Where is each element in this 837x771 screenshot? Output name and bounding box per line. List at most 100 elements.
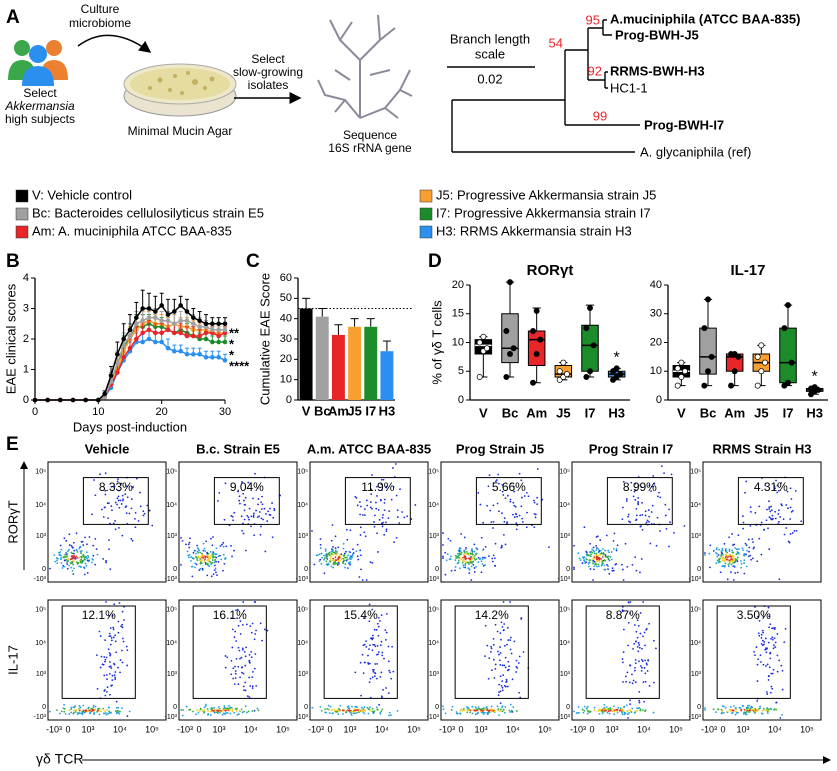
flow-event [260, 501, 262, 504]
flow-event [377, 653, 379, 656]
flow-event [585, 550, 588, 553]
flow-event [636, 645, 639, 648]
flow-event [60, 710, 63, 713]
flow-event [644, 659, 646, 662]
flow-event [128, 710, 131, 713]
flow-event [188, 553, 191, 556]
flow-event [243, 609, 246, 612]
flow-event [121, 623, 124, 626]
flow-event [501, 664, 504, 667]
flow-event [371, 608, 374, 611]
flow-event [254, 601, 257, 603]
significance: * [812, 368, 818, 385]
flow-event [343, 559, 346, 562]
x-tick-label: H3 [806, 405, 823, 420]
flow-event [668, 545, 670, 548]
point [222, 321, 228, 327]
flow-event [377, 651, 380, 653]
flow-event [458, 552, 461, 555]
flow-event [96, 710, 98, 713]
flow-event [486, 504, 489, 507]
flow-event [349, 555, 352, 557]
flow-event [641, 666, 643, 669]
flow-event [188, 546, 191, 549]
flow-event [635, 519, 637, 522]
flow-event [243, 710, 245, 713]
bar [331, 334, 345, 400]
flow-event [767, 606, 770, 609]
flow-event [472, 560, 475, 563]
flow-event [613, 532, 616, 535]
flow-event [250, 525, 252, 528]
gate [716, 605, 791, 699]
y-tick-label: -10³ [34, 714, 47, 721]
flow-event [488, 657, 491, 660]
flow-event [592, 562, 595, 565]
flow-event [477, 492, 480, 494]
flow-event [783, 641, 786, 644]
flow-event [238, 499, 241, 502]
flow-event [252, 516, 255, 518]
flow-event [116, 497, 119, 500]
flow-event [231, 646, 234, 649]
flow-event [480, 709, 483, 711]
flow-event [637, 500, 640, 503]
point [222, 327, 228, 333]
flow-event [704, 708, 706, 711]
flow-event [496, 630, 499, 633]
flow-event [376, 622, 379, 625]
point [583, 374, 590, 380]
tree-leaf: HC1-1 [610, 80, 648, 95]
flow-event [217, 560, 220, 563]
gate [606, 477, 673, 525]
flow-event [732, 562, 734, 564]
flow-event [460, 553, 462, 556]
y-tick-label: 10⁴ [690, 640, 701, 647]
flow-event [245, 623, 248, 626]
flow-event [381, 489, 383, 491]
flow-event [668, 508, 670, 511]
point [146, 336, 152, 342]
flow-event [352, 712, 355, 715]
flow-event [202, 549, 205, 552]
flow-event [770, 672, 773, 675]
flow-event [339, 560, 342, 562]
flow-event [151, 524, 154, 527]
point [178, 318, 183, 324]
flow-event [631, 707, 634, 710]
flow-event [67, 550, 69, 553]
flow-event [242, 685, 245, 688]
row-label: IL-17 [5, 645, 20, 675]
flow-event [323, 557, 326, 560]
flow-event [128, 512, 131, 515]
flow-event [475, 565, 477, 568]
flow-event [100, 655, 103, 658]
flow-event [117, 709, 119, 712]
flow-event [53, 554, 56, 557]
flow-event [513, 504, 516, 507]
flow-event [194, 562, 197, 565]
flow-event [644, 510, 647, 513]
flow-event [80, 552, 83, 555]
flow-event [338, 710, 341, 712]
flow-event [232, 667, 235, 670]
flow-event [353, 708, 356, 710]
x-tick-label: J5 [347, 403, 361, 418]
flow-event [107, 712, 109, 715]
flow-event [369, 644, 371, 647]
flow-event [237, 646, 240, 649]
flow-event [334, 562, 337, 565]
point [705, 296, 711, 303]
point [758, 368, 765, 375]
x-tick-label: I7 [585, 405, 596, 420]
flow-event [203, 561, 205, 563]
flow-event [645, 628, 648, 631]
flow-event [104, 506, 106, 509]
flow-event [776, 484, 779, 487]
y-tick-label: 0 [566, 566, 570, 573]
flow-event [70, 566, 73, 569]
flow-event [533, 499, 535, 502]
flow-event [732, 551, 735, 554]
flow-event [624, 675, 627, 678]
flow-event [231, 708, 234, 711]
